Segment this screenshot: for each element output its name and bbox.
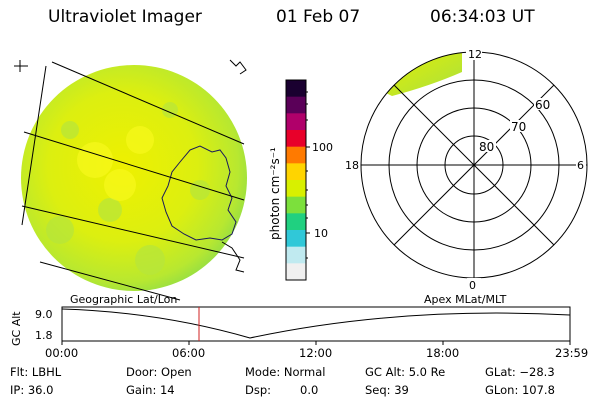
mlt-label-12: 12 bbox=[468, 48, 482, 61]
glat-status: GLat: −28.3 bbox=[485, 365, 555, 379]
latlon-grid bbox=[14, 60, 245, 301]
colorbar-band bbox=[286, 146, 306, 164]
dsp-value: 0.0 bbox=[300, 383, 319, 397]
lat-label-70: 70 bbox=[511, 120, 526, 134]
coastline bbox=[161, 145, 237, 241]
altitude-timeline: Geographic Lat/Lon Apex MLat/MLT 9.0 1.8… bbox=[10, 293, 588, 360]
mlt-label-18: 18 bbox=[345, 159, 359, 172]
timeline-frame bbox=[61, 306, 571, 342]
ytick-top: 9.0 bbox=[35, 308, 53, 321]
colorbar: 100 10 photon cm⁻²s⁻¹ bbox=[268, 79, 333, 281]
colorbar-unit-label: photon cm⁻²s⁻¹ bbox=[268, 147, 282, 240]
gc-alt-status: GC Alt: 5.0 Re bbox=[365, 365, 446, 379]
mlt-label-0: 0 bbox=[469, 279, 476, 292]
colorbar-band bbox=[286, 263, 306, 281]
colorbar-tick-10: 10 bbox=[314, 227, 328, 240]
xtick-1200: 12:00 bbox=[299, 346, 332, 360]
colorbar-band bbox=[286, 96, 306, 114]
xtick-0000: 00:00 bbox=[45, 346, 78, 360]
colorbar-band bbox=[286, 213, 306, 231]
colorbar-band bbox=[286, 80, 306, 98]
altitude-curve bbox=[61, 308, 571, 339]
door-status: Door: Open bbox=[126, 365, 192, 379]
dsp-label: Dsp: bbox=[245, 383, 272, 397]
time-label: 06:34:03 UT bbox=[430, 7, 535, 27]
lat-label-60: 60 bbox=[535, 98, 550, 112]
xtick-2359: 23:59 bbox=[555, 346, 588, 360]
seq-status: Seq: 39 bbox=[365, 383, 409, 397]
colorbar-band bbox=[286, 163, 306, 181]
mlt-label-6: 6 bbox=[577, 159, 584, 172]
ytick-bottom: 1.8 bbox=[35, 329, 53, 342]
colorbar-band bbox=[286, 246, 306, 264]
glon-status: GLon: 107.8 bbox=[485, 383, 555, 397]
mode-status: Mode: Normal bbox=[245, 365, 326, 379]
auroral-oval bbox=[380, 52, 462, 96]
ip-status: IP: 36.0 bbox=[10, 383, 54, 397]
colorbar-tick-100: 100 bbox=[312, 141, 333, 154]
colorbar-band bbox=[286, 130, 306, 148]
timeline-axis-title: GC Alt bbox=[10, 311, 23, 346]
xtick-1800: 18:00 bbox=[426, 346, 459, 360]
xtick-0600: 06:00 bbox=[172, 346, 205, 360]
timeline-right-caption: Apex MLat/MLT bbox=[424, 293, 507, 306]
date-label: 01 Feb 07 bbox=[276, 7, 361, 27]
colorbar-band bbox=[286, 113, 306, 131]
timeline-left-caption: Geographic Lat/Lon bbox=[70, 293, 177, 306]
instrument-title: Ultraviolet Imager bbox=[48, 7, 202, 27]
polar-plot: 12 0 18 6 80 70 60 bbox=[344, 48, 588, 292]
gain-status: Gain: 14 bbox=[126, 383, 175, 397]
colorbar-band bbox=[286, 196, 306, 214]
lat-label-80: 80 bbox=[479, 140, 494, 154]
uv-image bbox=[14, 59, 247, 301]
filter-status: Flt: LBHL bbox=[10, 365, 62, 379]
colorbar-band bbox=[286, 230, 306, 248]
colorbar-band bbox=[286, 180, 306, 198]
